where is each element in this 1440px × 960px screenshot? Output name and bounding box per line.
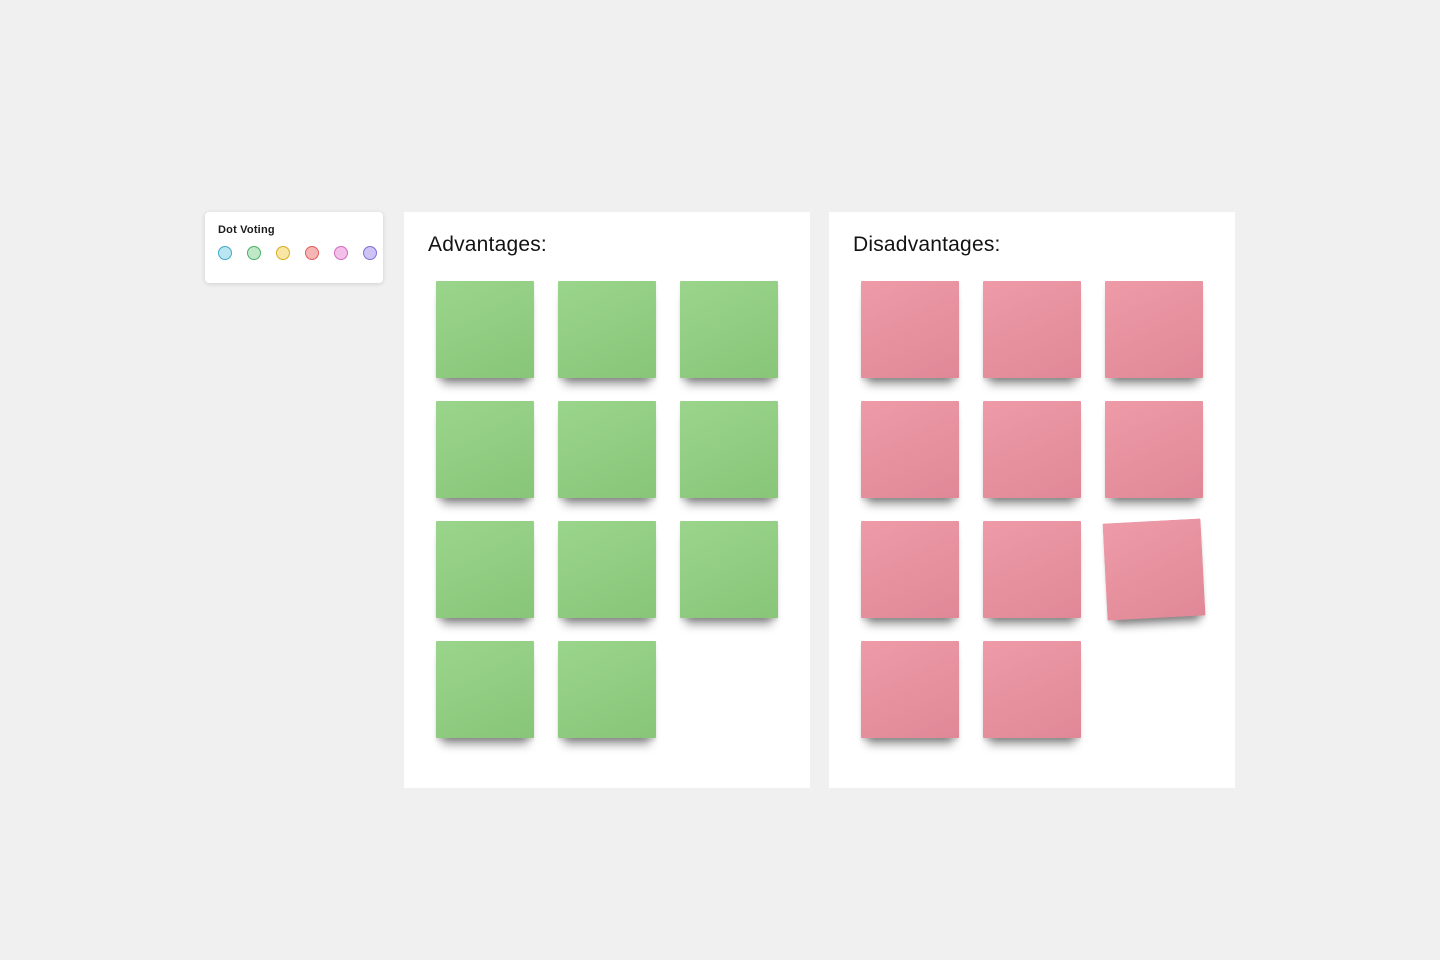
sticky-note[interactable] xyxy=(558,521,656,618)
sticky-note[interactable] xyxy=(1105,281,1203,378)
sticky-note[interactable] xyxy=(558,401,656,498)
sticky-note[interactable] xyxy=(558,641,656,738)
sticky-note[interactable] xyxy=(861,521,959,618)
dot-color-pink[interactable] xyxy=(334,246,348,260)
sticky-note[interactable] xyxy=(983,281,1081,378)
sticky-note[interactable] xyxy=(1105,401,1203,498)
dot-color-cyan[interactable] xyxy=(218,246,232,260)
disadvantages-frame[interactable]: Disadvantages: xyxy=(829,212,1235,788)
sticky-note[interactable] xyxy=(436,641,534,738)
sticky-note[interactable] xyxy=(983,521,1081,618)
sticky-note[interactable] xyxy=(1102,518,1206,621)
sticky-note[interactable] xyxy=(861,401,959,498)
advantages-notes-grid xyxy=(404,212,810,788)
sticky-note[interactable] xyxy=(680,521,778,618)
disadvantages-title: Disadvantages: xyxy=(853,233,1001,256)
dot-color-purple[interactable] xyxy=(363,246,377,260)
dot-voting-toolbar: Dot Voting xyxy=(205,212,383,283)
dot-color-yellow[interactable] xyxy=(276,246,290,260)
dot-color-palette xyxy=(218,246,383,260)
dot-voting-title: Dot Voting xyxy=(218,224,275,236)
disadvantages-notes-grid xyxy=(829,212,1235,788)
sticky-note[interactable] xyxy=(983,641,1081,738)
sticky-note[interactable] xyxy=(436,281,534,378)
sticky-note[interactable] xyxy=(861,281,959,378)
dot-color-red[interactable] xyxy=(305,246,319,260)
sticky-note[interactable] xyxy=(680,401,778,498)
advantages-title: Advantages: xyxy=(428,233,547,256)
sticky-note[interactable] xyxy=(861,641,959,738)
sticky-note[interactable] xyxy=(436,401,534,498)
sticky-note[interactable] xyxy=(983,401,1081,498)
dot-color-green[interactable] xyxy=(247,246,261,260)
sticky-note[interactable] xyxy=(558,281,656,378)
sticky-note[interactable] xyxy=(436,521,534,618)
advantages-frame[interactable]: Advantages: xyxy=(404,212,810,788)
sticky-note[interactable] xyxy=(680,281,778,378)
